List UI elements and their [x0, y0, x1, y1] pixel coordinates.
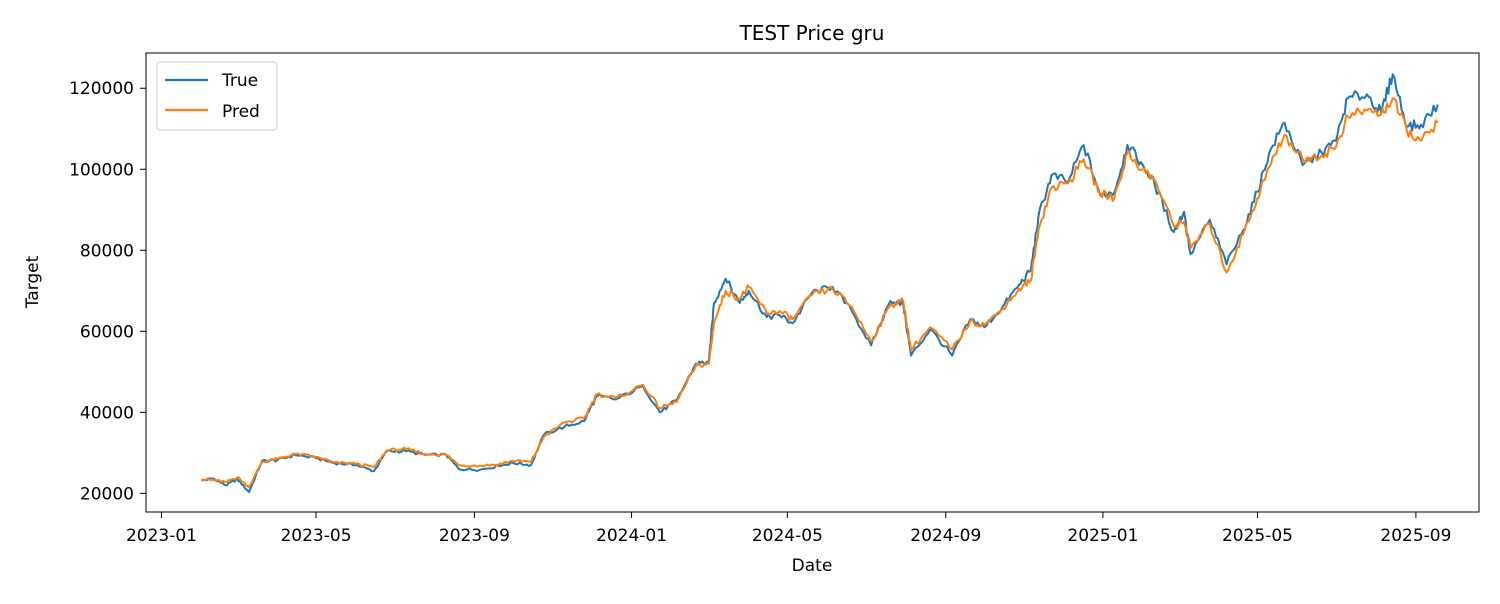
- y-axis-title: Target: [23, 255, 43, 309]
- x-tick-label: 2024-01: [596, 526, 667, 546]
- x-tick-label: 2025-09: [1380, 526, 1451, 546]
- series-line-pred: [200, 97, 1439, 489]
- data-layer: [200, 73, 1439, 494]
- x-tick-label: 2023-01: [126, 526, 197, 546]
- legend-label-true: True: [221, 71, 258, 91]
- y-tick-label: 120000: [69, 79, 134, 99]
- axis-layer: 2023-01 2023-05 2023-09 2024-01 2024-05 2024-…: [69, 79, 1451, 546]
- y-tick-label: 20000: [80, 484, 134, 504]
- y-tick-label: 100000: [69, 160, 134, 180]
- x-tick-label: 2025-05: [1222, 526, 1293, 546]
- x-tick-label: 2024-09: [910, 526, 981, 546]
- chart-title: TEST Price gru: [739, 21, 885, 45]
- x-tick-label: 2025-01: [1067, 526, 1138, 546]
- plot-frame: [145, 52, 1480, 513]
- legend-label-pred: Pred: [222, 102, 260, 122]
- x-tick-label: 2024-05: [752, 526, 823, 546]
- x-tick-label: 2023-09: [439, 526, 510, 546]
- x-tick-label: 2023-05: [280, 526, 351, 546]
- y-tick-label: 60000: [80, 322, 134, 342]
- y-tick-label: 80000: [80, 241, 134, 261]
- x-axis-title: Date: [792, 556, 833, 576]
- y-tick-label: 40000: [80, 403, 134, 423]
- legend: True Pred: [156, 61, 278, 131]
